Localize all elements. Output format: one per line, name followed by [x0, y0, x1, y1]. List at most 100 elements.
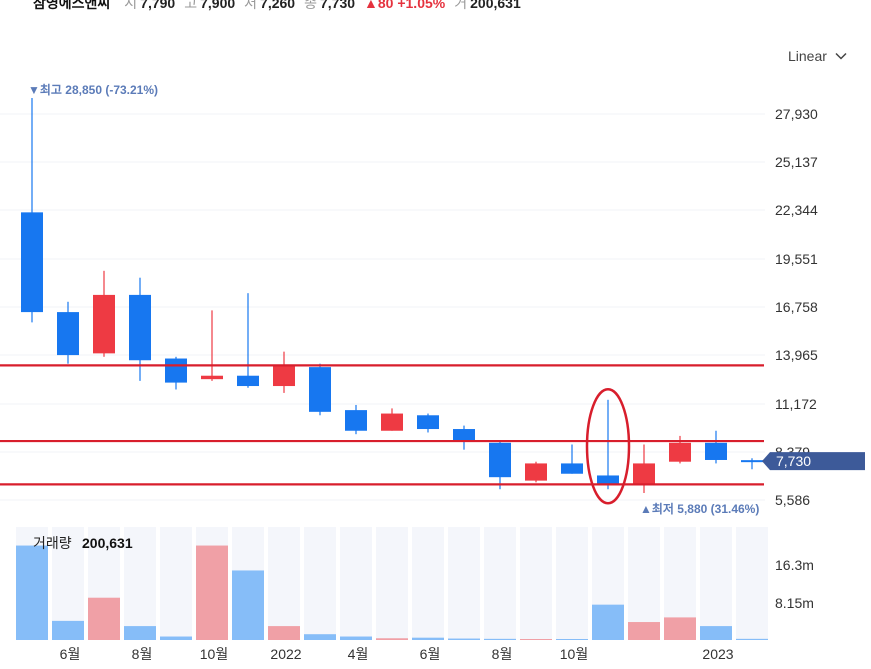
candle-body	[165, 358, 187, 383]
candle-body	[633, 463, 655, 485]
volume-tick-label: 8.15m	[775, 595, 814, 611]
volume-bar	[340, 636, 372, 640]
close-value: 7,730	[319, 0, 356, 11]
candles	[21, 98, 763, 493]
volume-column-bg	[556, 527, 588, 640]
volume-tick-label: 16.3m	[775, 557, 814, 573]
y-tick-label: 27,930	[775, 106, 818, 122]
x-tick-label: 6월	[60, 646, 81, 662]
x-tick-label: 8월	[492, 646, 513, 662]
volume-bar	[88, 597, 120, 640]
candle-body	[525, 463, 547, 481]
chevron-down-icon	[835, 52, 847, 60]
volume-column-bg	[124, 527, 156, 640]
volume-bar	[556, 639, 588, 640]
volume-panel-label: 거래량	[33, 535, 72, 551]
candle-body	[345, 410, 367, 431]
candle	[309, 363, 331, 416]
volume-column-bg	[376, 527, 408, 640]
candle	[57, 301, 79, 364]
volume-bar	[376, 638, 408, 640]
candle	[165, 356, 187, 390]
y-tick-label: 5,586	[775, 492, 810, 508]
volume-bar	[484, 638, 516, 640]
highest-price-label: ▼최고 28,850 (-73.21%)	[28, 82, 158, 97]
annotations	[0, 364, 764, 505]
stock-name: 삼영에스앤씨	[33, 0, 111, 11]
volume-column-bg	[628, 527, 660, 640]
high-value: 7,900	[200, 0, 236, 11]
change-value: ▲80 +1.05%	[364, 0, 446, 11]
volume-bar	[196, 545, 228, 640]
candle	[525, 461, 547, 483]
candle-body	[129, 294, 151, 361]
y-tick-label: 19,551	[775, 251, 818, 267]
x-tick-label: 4월	[348, 646, 369, 662]
volume-column-bg	[520, 527, 552, 640]
candle-body	[561, 463, 583, 474]
volume-column-bg	[340, 527, 372, 640]
candle-body	[741, 460, 763, 463]
candle-body	[453, 429, 475, 442]
candle-body	[309, 367, 331, 412]
volume-bar	[268, 626, 300, 640]
candle	[273, 351, 295, 393]
y-tick-label: 13,965	[775, 347, 818, 363]
volume-bar	[664, 617, 696, 640]
volume-bar	[592, 604, 624, 640]
candle-body	[237, 375, 259, 387]
volume-panel-value: 200,631	[82, 535, 133, 551]
low-value: 7,260	[260, 0, 296, 11]
candle-body	[489, 442, 511, 478]
volume-bar	[124, 626, 156, 640]
candle-body	[597, 475, 619, 485]
candle	[453, 425, 475, 450]
candle	[489, 441, 511, 490]
circle-annotation[interactable]	[585, 387, 631, 505]
scale-selector[interactable]: Linear	[788, 48, 847, 64]
candle	[345, 404, 367, 435]
y-tick-label: 16,758	[775, 299, 818, 315]
candle	[129, 277, 151, 381]
volume-bar	[52, 620, 84, 640]
candle-body	[57, 312, 79, 356]
quote-header: 삼영에스앤씨 시 7,790 고 7,900 저 7,260 종 7,730 ▲…	[0, 0, 871, 16]
last-price-tag-shape	[762, 452, 865, 471]
price-grid	[0, 113, 765, 501]
candle	[705, 430, 727, 464]
candle	[21, 98, 43, 323]
scale-selector-label: Linear	[788, 48, 827, 64]
candle-body	[669, 442, 691, 462]
volume-bar	[628, 622, 660, 640]
volume-bar	[232, 570, 264, 640]
close-label: 종	[304, 0, 317, 11]
volume-column-bg	[448, 527, 480, 640]
volume-column-bg	[484, 527, 516, 640]
candle-body	[201, 375, 223, 380]
volume-bar	[448, 638, 480, 640]
x-tick-label: 10월	[200, 646, 228, 662]
volume-label: 거	[454, 0, 468, 11]
candle-body	[21, 212, 43, 313]
volume-bar	[304, 634, 336, 640]
candle-body	[273, 365, 295, 387]
open-value: 7,790	[140, 0, 176, 11]
volume-value: 200,631	[470, 0, 521, 11]
candle-body	[417, 415, 439, 430]
candle	[381, 408, 403, 431]
candle	[561, 444, 583, 474]
candle-body	[705, 442, 727, 460]
volume-column-bg	[268, 527, 300, 640]
candle-body	[93, 294, 115, 354]
x-tick-label: 8월	[132, 646, 153, 662]
volume-bars	[16, 545, 768, 640]
volume-bar	[700, 626, 732, 640]
volume-bar	[16, 545, 48, 640]
candle	[417, 413, 439, 433]
volume-column-bg	[412, 527, 444, 640]
y-tick-label: 25,137	[775, 154, 818, 170]
x-tick-label: 2022	[270, 646, 301, 662]
candle	[201, 310, 223, 381]
volume-column-bg	[160, 527, 192, 640]
